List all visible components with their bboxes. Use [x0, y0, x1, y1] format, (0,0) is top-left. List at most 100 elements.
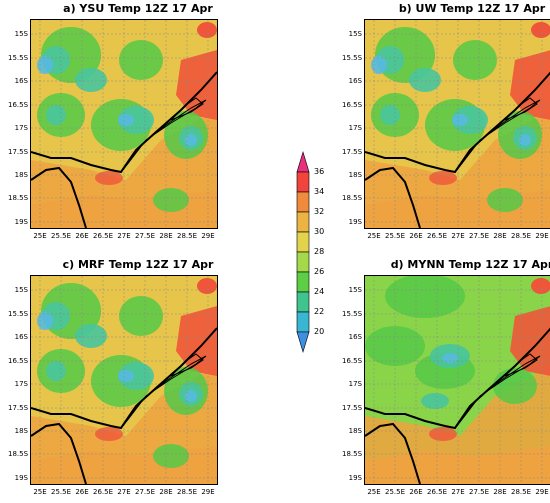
map-canvas: [31, 276, 217, 484]
lat-tick-label: 15.5S: [8, 310, 29, 318]
colorbar-tick-label: 34: [314, 187, 325, 196]
cold-region: [37, 56, 53, 74]
hot-region: [95, 171, 123, 185]
colorbar-tick-label: 20: [314, 327, 325, 336]
cold-region: [519, 134, 531, 146]
colorbar-segment: [296, 171, 310, 193]
temperature-map: [30, 19, 218, 229]
colorbar-segment: [296, 231, 310, 253]
cool-region: [453, 40, 497, 80]
lon-tick-label: 28E: [159, 488, 173, 496]
lon-tick-label: 26E: [409, 488, 423, 496]
lake-outline: [122, 99, 207, 171]
lat-tick-label: 18S: [14, 427, 28, 435]
lon-tick-label: 28.5E: [510, 488, 531, 496]
lake-outline: [122, 355, 207, 427]
colorbar-segment: [296, 150, 310, 173]
lat-tick-label: 15S: [14, 30, 28, 38]
lat-tick-label: 18S: [348, 427, 362, 435]
cool-region: [119, 40, 163, 80]
map-canvas: [31, 20, 217, 228]
colorbar-tick-label: 32: [314, 207, 325, 216]
lat-tick-label: 17S: [14, 124, 28, 132]
colorbar-tick-label: 26: [314, 267, 325, 276]
lat-tick-label: 19S: [348, 218, 362, 226]
lon-tick-label: 25.5E: [384, 232, 405, 240]
lat-tick-label: 18.5S: [8, 194, 29, 202]
panel-title: a) YSU Temp 12Z 17 Apr: [63, 2, 213, 15]
hot-region: [176, 50, 217, 120]
cold-region: [37, 312, 53, 330]
temperature-map: [364, 275, 550, 485]
colorbar-segment: [296, 311, 310, 333]
colorbar-segment: [296, 271, 310, 293]
hot-region: [197, 22, 217, 38]
cool-region: [421, 393, 449, 409]
lon-tick-label: 26.5E: [426, 488, 447, 496]
lon-tick-label: 25E: [367, 232, 381, 240]
temperature-map: [364, 19, 550, 229]
cold-region: [118, 370, 134, 382]
lat-tick-label: 17S: [348, 124, 362, 132]
lat-tick-label: 16S: [348, 77, 362, 85]
hot-region: [429, 171, 457, 185]
lon-tick-label: 29E: [201, 232, 215, 240]
lon-tick-label: 26E: [75, 232, 89, 240]
cool-region: [153, 444, 189, 468]
lon-tick-label: 27E: [117, 488, 131, 496]
cool-region: [385, 276, 465, 318]
lon-tick-label: 26.5E: [92, 488, 113, 496]
cool-region: [487, 188, 523, 212]
colorbar-segment: [296, 291, 310, 313]
lon-tick-label: 25E: [367, 488, 381, 496]
lon-tick-label: 27.5E: [134, 488, 155, 496]
colorbar-tick-label: 24: [314, 287, 325, 296]
hot-region: [510, 306, 550, 376]
lake-outline: [456, 355, 541, 427]
colorbar-segment: [296, 211, 310, 233]
lat-tick-label: 16.5S: [342, 101, 363, 109]
lon-tick-label: 28E: [493, 488, 507, 496]
lon-tick-label: 29E: [535, 488, 549, 496]
cool-region: [46, 361, 66, 381]
lat-tick-label: 18.5S: [342, 194, 363, 202]
lon-tick-label: 28.5E: [176, 488, 197, 496]
panel-b: b) UW Temp 12Z 17 Apr 15S 15.5S 16S 16.5S 17…: [342, 2, 550, 247]
lat-tick-label: 19S: [14, 474, 28, 482]
lat-tick-label: 18.5S: [8, 450, 29, 458]
hot-region: [510, 50, 550, 120]
lon-tick-label: 28.5E: [176, 232, 197, 240]
cold-region: [442, 353, 458, 363]
lon-tick-label: 26E: [75, 488, 89, 496]
lat-tick-label: 18S: [348, 171, 362, 179]
cold-region: [452, 114, 468, 126]
cool-region: [75, 68, 107, 92]
lon-tick-label: 29E: [535, 232, 549, 240]
lon-tick-label: 27E: [451, 232, 465, 240]
colorbar-tick-label: 28: [314, 247, 325, 256]
colorbar-segment: [296, 191, 310, 213]
lat-tick-label: 16.5S: [8, 101, 29, 109]
lon-tick-label: 26.5E: [92, 232, 113, 240]
lake-outline: [504, 97, 538, 121]
lat-tick-label: 15.5S: [8, 54, 29, 62]
lon-tick-label: 27.5E: [134, 232, 155, 240]
lat-tick-label: 19S: [348, 474, 362, 482]
cold-region: [185, 390, 197, 402]
cool-region: [409, 68, 441, 92]
lon-tick-label: 29E: [201, 488, 215, 496]
lat-tick-label: 18.5S: [342, 450, 363, 458]
lat-tick-label: 15.5S: [342, 310, 363, 318]
lat-tick-label: 15.5S: [342, 54, 363, 62]
lat-tick-label: 17S: [14, 380, 28, 388]
temperature-map: [30, 275, 218, 485]
lat-tick-label: 16S: [14, 77, 28, 85]
map-canvas: [365, 20, 550, 228]
lon-tick-label: 28E: [493, 232, 507, 240]
cold-region: [118, 114, 134, 126]
cool-region: [153, 188, 189, 212]
lat-tick-label: 16S: [14, 333, 28, 341]
lat-tick-label: 16.5S: [8, 357, 29, 365]
lon-tick-label: 27E: [117, 232, 131, 240]
lon-tick-label: 25.5E: [384, 488, 405, 496]
